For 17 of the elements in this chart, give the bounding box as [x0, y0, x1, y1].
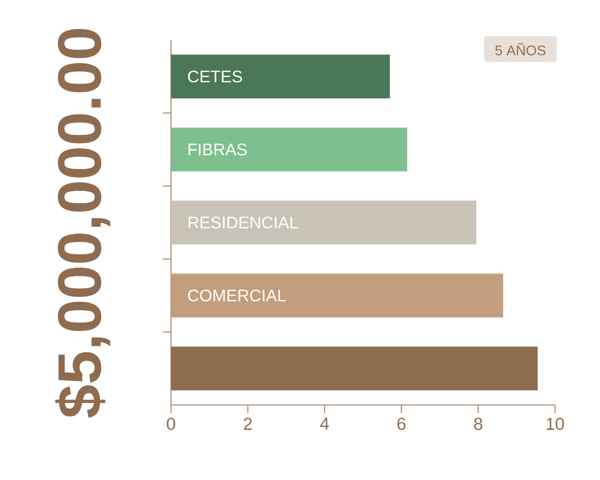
y-tick-label: CETES	[188, 70, 242, 82]
x-tick-label: 4	[320, 418, 329, 430]
y-tick-label: COMERCIAL	[188, 290, 286, 302]
bar	[171, 200, 476, 244]
y-tick-label: RESIDENCIAL	[188, 216, 298, 228]
x-tick-label: 0	[166, 418, 176, 430]
x-tick-label: 6	[397, 418, 406, 430]
y-tick-label: FIBRAS	[188, 144, 247, 156]
bar	[171, 274, 504, 318]
bar	[171, 54, 390, 98]
y-axis-title: $5,000,000.00	[55, 28, 110, 418]
x-tick-label: 2	[244, 418, 252, 430]
x-tick-label: 10	[546, 418, 564, 430]
bar	[171, 346, 538, 390]
annotation: 5 AÑOS	[495, 42, 546, 56]
bar	[171, 128, 408, 172]
x-tick-label: 8	[474, 418, 482, 430]
